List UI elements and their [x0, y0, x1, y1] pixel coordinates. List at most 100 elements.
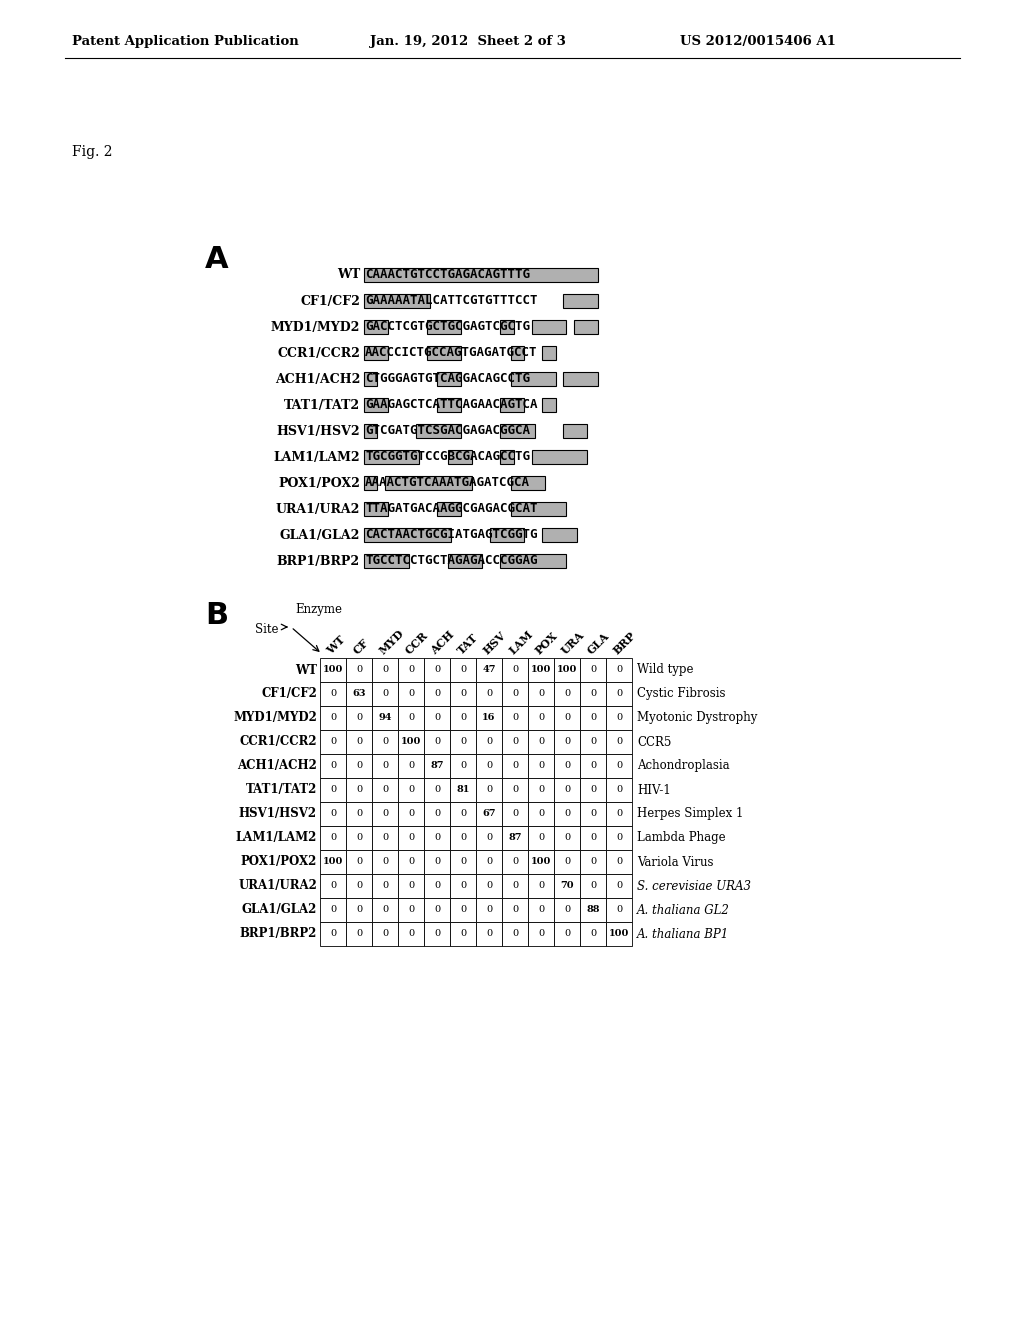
Bar	[502, 657, 528, 682]
Text: 0: 0	[356, 809, 362, 818]
Text: 0: 0	[616, 665, 622, 675]
FancyBboxPatch shape	[511, 372, 555, 385]
FancyBboxPatch shape	[364, 319, 387, 334]
Text: CACTAACTGCGIATGAGTCGGTG: CACTAACTGCGIATGAGTCGGTG	[365, 528, 538, 541]
Text: A: A	[205, 246, 228, 275]
Text: 0: 0	[356, 665, 362, 675]
Text: 0: 0	[538, 906, 544, 915]
Text: 0: 0	[460, 929, 466, 939]
Text: 0: 0	[356, 858, 362, 866]
Text: 0: 0	[564, 833, 570, 842]
Bar	[424, 850, 450, 874]
Text: 0: 0	[408, 689, 414, 698]
Bar	[476, 921, 502, 946]
Text: 0: 0	[356, 714, 362, 722]
Text: 0: 0	[616, 858, 622, 866]
Text: 0: 0	[382, 833, 388, 842]
Text: CTGGGAGTGTCAGGACAGCCTG: CTGGGAGTGTCAGGACAGCCTG	[365, 372, 530, 385]
Bar	[398, 657, 424, 682]
Text: 0: 0	[616, 714, 622, 722]
Text: 0: 0	[460, 762, 466, 771]
Bar	[372, 706, 398, 730]
Bar	[606, 777, 632, 803]
Bar	[319, 898, 346, 921]
Bar	[319, 874, 346, 898]
Text: S. cerevisiae URA3: S. cerevisiae URA3	[637, 879, 751, 892]
FancyBboxPatch shape	[542, 399, 555, 412]
Text: 0: 0	[512, 738, 518, 747]
Text: ACH1/ACH2: ACH1/ACH2	[238, 759, 317, 772]
Bar	[554, 921, 580, 946]
Text: 0: 0	[408, 665, 414, 675]
Bar	[528, 921, 554, 946]
Text: CCR: CCR	[403, 630, 430, 656]
Bar	[528, 706, 554, 730]
Text: 0: 0	[408, 882, 414, 891]
Text: GLA1/GLA2: GLA1/GLA2	[280, 528, 360, 541]
Bar	[346, 682, 372, 706]
Bar	[424, 898, 450, 921]
Bar	[502, 754, 528, 777]
FancyBboxPatch shape	[542, 346, 555, 360]
Bar	[580, 826, 606, 850]
Bar	[346, 921, 372, 946]
Bar	[606, 874, 632, 898]
Bar	[319, 921, 346, 946]
Text: 0: 0	[512, 858, 518, 866]
FancyBboxPatch shape	[500, 424, 535, 438]
Text: 0: 0	[434, 785, 440, 795]
Text: LAM1/LAM2: LAM1/LAM2	[273, 450, 360, 463]
Text: GAAGAGCTCATTCAGAACAGTCA: GAAGAGCTCATTCAGAACAGTCA	[365, 399, 538, 412]
Bar	[424, 754, 450, 777]
Text: 0: 0	[616, 833, 622, 842]
Text: 0: 0	[486, 929, 493, 939]
Text: 0: 0	[538, 929, 544, 939]
Bar	[450, 874, 476, 898]
Bar	[606, 898, 632, 921]
Bar	[580, 803, 606, 826]
Text: 0: 0	[460, 882, 466, 891]
Text: 0: 0	[434, 906, 440, 915]
Text: URA1/URA2: URA1/URA2	[275, 503, 360, 516]
Bar	[372, 850, 398, 874]
FancyBboxPatch shape	[364, 477, 377, 490]
Bar	[398, 706, 424, 730]
Text: 47: 47	[482, 665, 496, 675]
Text: CAAACTGTCCTGAGACAGTTTG: CAAACTGTCCTGAGACAGTTTG	[365, 268, 530, 281]
Text: TAT1/TAT2: TAT1/TAT2	[284, 399, 360, 412]
Text: WT: WT	[295, 664, 317, 676]
FancyBboxPatch shape	[500, 450, 513, 465]
Bar	[450, 682, 476, 706]
FancyBboxPatch shape	[384, 477, 471, 490]
Text: 0: 0	[590, 882, 596, 891]
Text: 0: 0	[460, 689, 466, 698]
Text: 0: 0	[486, 689, 493, 698]
Bar	[502, 898, 528, 921]
Text: 0: 0	[564, 714, 570, 722]
Text: 100: 100	[323, 665, 343, 675]
Bar	[528, 874, 554, 898]
FancyBboxPatch shape	[364, 372, 377, 385]
Text: 0: 0	[356, 906, 362, 915]
Text: 0: 0	[330, 785, 336, 795]
Text: 0: 0	[330, 714, 336, 722]
FancyBboxPatch shape	[500, 554, 566, 568]
Text: 63: 63	[352, 689, 366, 698]
Text: 81: 81	[457, 785, 470, 795]
Text: 0: 0	[590, 689, 596, 698]
Text: TAT1/TAT2: TAT1/TAT2	[246, 784, 317, 796]
Bar	[319, 754, 346, 777]
Text: 0: 0	[512, 689, 518, 698]
Text: 0: 0	[538, 809, 544, 818]
Text: 0: 0	[564, 762, 570, 771]
Bar	[450, 754, 476, 777]
Text: Jan. 19, 2012  Sheet 2 of 3: Jan. 19, 2012 Sheet 2 of 3	[370, 36, 566, 48]
Text: Wild type: Wild type	[637, 664, 693, 676]
Text: Lambda Phage: Lambda Phage	[637, 832, 726, 845]
Text: MYD1/MYD2: MYD1/MYD2	[270, 321, 360, 334]
Bar	[554, 682, 580, 706]
FancyBboxPatch shape	[489, 528, 524, 543]
Text: 0: 0	[382, 665, 388, 675]
Bar	[346, 777, 372, 803]
Text: 0: 0	[434, 882, 440, 891]
